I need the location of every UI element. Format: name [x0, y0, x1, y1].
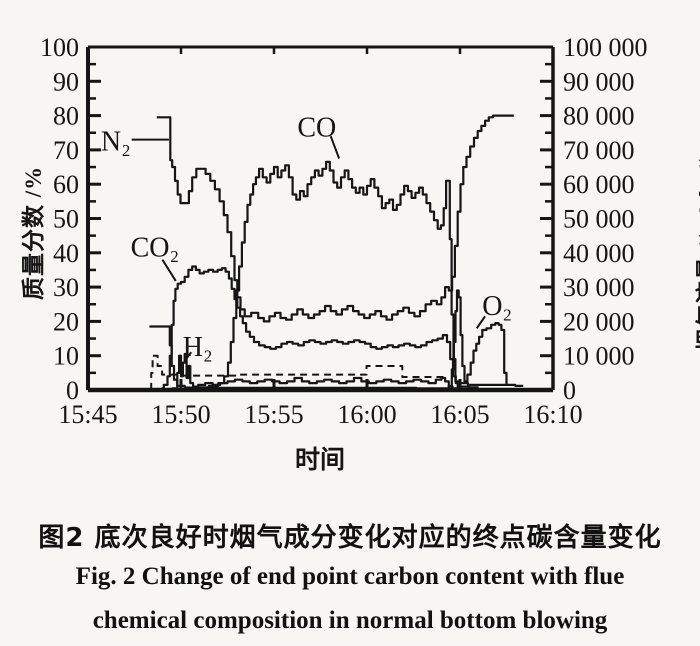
y-tick-label-right: 80 000 [563, 102, 635, 131]
y-tick-label-right: 30 000 [563, 273, 635, 302]
caption-chinese: 图2 底次良好时烟气成分变化对应的终点碳含量变化 [38, 523, 662, 553]
x-tick-label: 16:05 [430, 400, 489, 429]
annotation-O₂: O₂ [482, 291, 512, 322]
series-H2 [168, 352, 462, 391]
x-tick-label: 15:45 [58, 400, 117, 429]
y-tick-label-right: 50 000 [563, 205, 635, 234]
y-axis-label-right: 烟气流量 /(m³·h⁻¹) [695, 152, 700, 352]
y-tick-label-right: 100 000 [563, 33, 648, 62]
y-tick-label-right: 90 000 [563, 67, 635, 96]
x-tick-label: 16:10 [523, 400, 582, 429]
y-tick-label-left: 80 [53, 102, 79, 131]
y-tick-label-left: 20 [53, 307, 79, 336]
x-tick-label: 15:50 [151, 400, 210, 429]
x-tick-label: 15:55 [244, 400, 303, 429]
annotation-pointer [475, 315, 486, 329]
y-tick-label-left: 50 [53, 205, 79, 234]
caption-english-line1: Fig. 2 Change of end point carbon conten… [75, 563, 625, 590]
series-O2 [149, 289, 524, 390]
y-tick-label-left: 40 [53, 239, 79, 268]
chart-area: 0 0 10 10 000 20 20 000 30 30 000 40 40 000 50 50 0… [40, 33, 648, 429]
y-tick-label-left: 100 [40, 33, 79, 62]
series-CO [188, 160, 479, 390]
y-tick-label-left: 10 [53, 342, 79, 371]
chart-svg: 0 0 10 10 000 20 20 000 30 30 000 40 40 000 50 50 0… [40, 33, 648, 429]
y-tick-label-left: 0 [66, 376, 79, 405]
y-tick-label-right: 60 000 [563, 170, 635, 199]
y-tick-label-right: 70 000 [563, 136, 635, 165]
y-tick-label-right: 20 000 [563, 307, 635, 336]
annotation-pointer [329, 135, 341, 159]
series-CO2 [161, 265, 509, 390]
y-axis-label-left: 质量分数 /% [21, 165, 46, 300]
annotation-CO: CO [297, 113, 336, 144]
x-axis-label: 时间 [294, 447, 345, 474]
y-tick-label-right: 40 000 [563, 239, 635, 268]
y-tick-label-right: 0 [563, 376, 576, 405]
annotation-CO₂: CO₂ [131, 233, 180, 264]
annotation-pointer [161, 259, 177, 282]
x-tick-label: 16:00 [337, 400, 396, 429]
series-N2 [156, 114, 514, 323]
series-flue-flow [150, 354, 447, 390]
annotation-N₂: N₂ [101, 126, 131, 157]
y-tick-label-left: 90 [53, 67, 79, 96]
annotation-pointer [185, 351, 193, 360]
caption-english-line2: chemical composition in normal bottom bl… [92, 607, 608, 634]
y-tick-label-left: 30 [53, 273, 79, 302]
y-tick-label-right: 10 000 [563, 342, 635, 371]
y-tick-label-left: 70 [53, 136, 79, 165]
y-tick-label-left: 60 [53, 170, 79, 199]
